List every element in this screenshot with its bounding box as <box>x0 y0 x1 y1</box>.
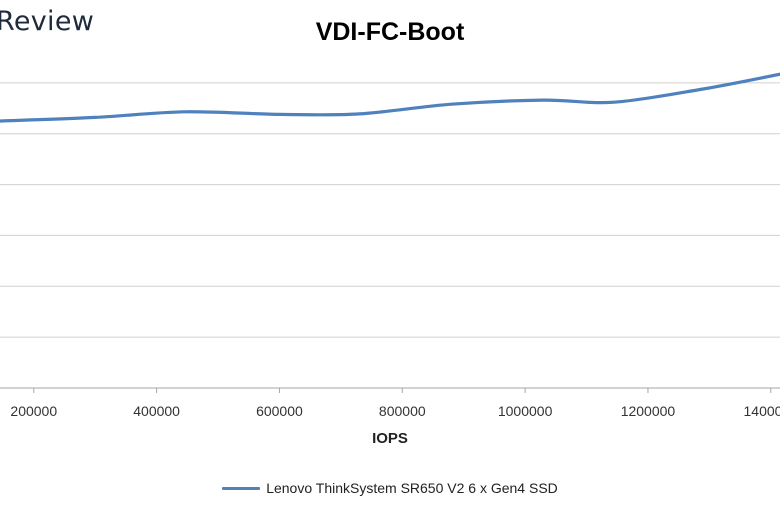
x-tick-label: 1200000 <box>621 403 676 419</box>
x-tick-label: 1400000 <box>744 403 780 419</box>
x-tick-label: 600000 <box>256 403 303 419</box>
legend: Lenovo ThinkSystem SR650 V2 6 x Gen4 SSD <box>0 480 780 496</box>
x-axis: 200000 400000 600000 800000 1000000 1200000 14… <box>0 387 780 419</box>
gridlines <box>0 82 780 338</box>
x-tick-label: 1000000 <box>498 403 553 419</box>
series-layer <box>0 72 780 123</box>
brand-logo-text: Review <box>0 6 95 37</box>
series-line <box>0 72 780 123</box>
legend-label: Lenovo ThinkSystem SR650 V2 6 x Gen4 SSD <box>266 480 558 496</box>
x-tick-label: 400000 <box>133 403 180 419</box>
x-tick-label: 200000 <box>10 403 57 419</box>
x-axis-label: IOPS <box>372 430 408 447</box>
x-tick-label: 800000 <box>379 403 426 419</box>
legend-swatch <box>222 486 261 490</box>
chart-title: VDI-FC-Boot <box>315 18 465 46</box>
